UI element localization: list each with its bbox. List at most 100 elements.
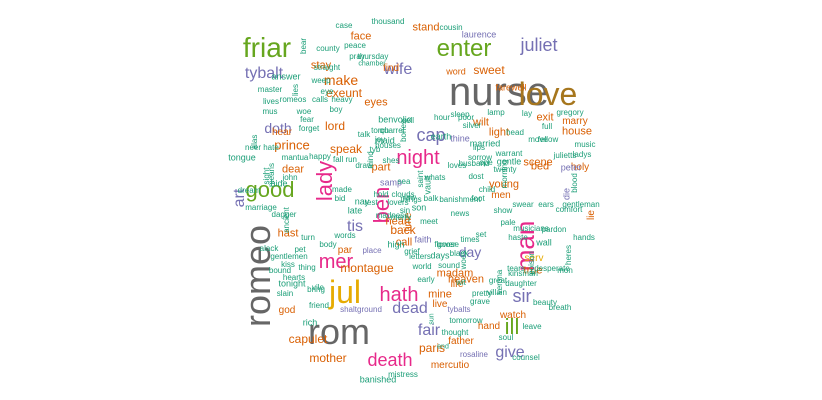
cloud-word: find xyxy=(382,63,400,74)
cloud-word: hands xyxy=(573,233,595,242)
cloud-word: lay xyxy=(521,109,533,118)
cloud-word: dear xyxy=(281,163,305,176)
cloud-word: merry xyxy=(390,213,412,222)
cloud-word: paris xyxy=(418,341,446,355)
cloud-word: haste xyxy=(508,233,528,242)
cloud-word: mer xyxy=(318,251,354,273)
cloud-word: samp xyxy=(379,177,403,188)
cloud-word: neer xyxy=(244,143,262,152)
cloud-word: par xyxy=(337,245,353,256)
cloud-word: end xyxy=(437,343,449,351)
cloud-word: dead xyxy=(392,300,428,317)
cloud-word: exit xyxy=(536,111,554,124)
cloud-word: tears xyxy=(507,264,525,273)
cloud-word: heaven xyxy=(447,273,485,286)
cloud-word: tonight xyxy=(278,278,306,289)
cloud-word: hand xyxy=(477,321,501,332)
cloud-word: saint xyxy=(416,170,425,188)
cloud-word: light xyxy=(488,126,510,139)
cloud-word: sorrow xyxy=(467,153,493,162)
cloud-word: silver xyxy=(462,121,482,130)
cloud-word: music xyxy=(574,140,596,149)
cloud-word: full xyxy=(541,122,553,131)
cloud-word: place xyxy=(362,246,382,255)
cloud-word: juliet xyxy=(520,35,558,55)
cloud-word: ill xyxy=(504,314,520,339)
cloud-word: musicians xyxy=(513,224,549,233)
cloud-word: joy xyxy=(374,135,386,144)
cloud-word: scene xyxy=(523,156,553,169)
cloud-word: houses xyxy=(375,141,401,150)
cloud-word: thousand xyxy=(371,17,405,26)
cloud-word: laurence xyxy=(461,29,497,40)
cloud-word: kiss xyxy=(281,260,295,269)
cloud-word: comfort xyxy=(555,205,583,214)
cloud-word: prince xyxy=(274,137,310,153)
cloud-word: pale xyxy=(500,218,516,227)
cloud-word: pray xyxy=(349,52,365,61)
cloud-word: wit xyxy=(456,278,466,287)
cloud-word: foot xyxy=(471,194,485,203)
cloud-word: banishment xyxy=(439,195,481,204)
cloud-word: daughter xyxy=(505,279,537,288)
cloud-word: lamp xyxy=(487,108,505,117)
cloud-word: bear xyxy=(299,37,308,55)
cloud-word: enter xyxy=(436,35,492,62)
cloud-word: twenty xyxy=(493,165,517,174)
cloud-word: father xyxy=(448,336,474,347)
cloud-word: montague xyxy=(340,261,394,275)
cloud-word: romeos xyxy=(279,95,307,104)
cloud-word: bring xyxy=(307,285,325,294)
cloud-word: words xyxy=(334,231,356,240)
cloud-word: nurse xyxy=(448,70,550,114)
cloud-word: grave xyxy=(469,297,491,306)
cloud-word: sleep xyxy=(450,110,470,119)
cloud-word: gentlemen xyxy=(270,252,308,261)
cloud-word: married xyxy=(469,138,501,149)
cloud-word: mus xyxy=(262,107,278,116)
cloud-word: mother xyxy=(309,351,347,365)
cloud-word: pet xyxy=(294,245,306,254)
cloud-word: lady xyxy=(312,160,337,202)
cloud-word: face xyxy=(350,30,372,43)
cloud-word: hide xyxy=(270,178,288,189)
cloud-word: ope xyxy=(479,158,493,167)
cloud-word: watch xyxy=(499,310,527,321)
cloud-word: world xyxy=(412,262,432,271)
cloud-word: day xyxy=(458,244,482,260)
cloud-word: bed xyxy=(530,160,550,173)
cloud-word: tis xyxy=(347,218,363,235)
cloud-word: gregory xyxy=(556,108,584,117)
cloud-word: master xyxy=(257,85,283,94)
cloud-word: good xyxy=(245,177,295,202)
cloud-word: fair xyxy=(417,322,441,339)
cloud-word: bones xyxy=(399,120,408,142)
cloud-word: tybalt xyxy=(244,65,284,82)
cloud-word: sin xyxy=(399,206,411,215)
cloud-word: thine xyxy=(450,133,470,144)
cloud-word: cap xyxy=(416,125,446,145)
cloud-word: shaltground xyxy=(340,305,382,314)
cloud-word: hath xyxy=(379,284,419,306)
cloud-word: vile xyxy=(311,283,325,292)
cloud-word: give xyxy=(495,344,525,361)
cloud-word: tybalts xyxy=(447,305,471,314)
cloud-word: eye xyxy=(320,87,334,96)
cloud-word: john xyxy=(282,173,298,182)
cloud-word: law xyxy=(403,193,417,202)
cloud-word: ears xyxy=(538,200,554,209)
cloud-word: head xyxy=(506,128,524,137)
cloud-word: wall xyxy=(536,237,552,248)
cloud-word: shes xyxy=(382,156,400,165)
cloud-word: happy xyxy=(309,152,331,161)
cloud-word: heres xyxy=(564,244,573,266)
cloud-word: serv xyxy=(524,253,544,264)
cloud-word: thursday xyxy=(357,52,389,61)
cloud-word: meet xyxy=(420,217,438,226)
cloud-word: dagger xyxy=(271,210,297,219)
cloud-word: friend xyxy=(308,301,330,310)
cloud-word: doth xyxy=(264,120,292,136)
cloud-word: make xyxy=(323,72,359,88)
cloud-word: draw xyxy=(355,161,373,170)
cloud-word: thought xyxy=(441,328,469,337)
